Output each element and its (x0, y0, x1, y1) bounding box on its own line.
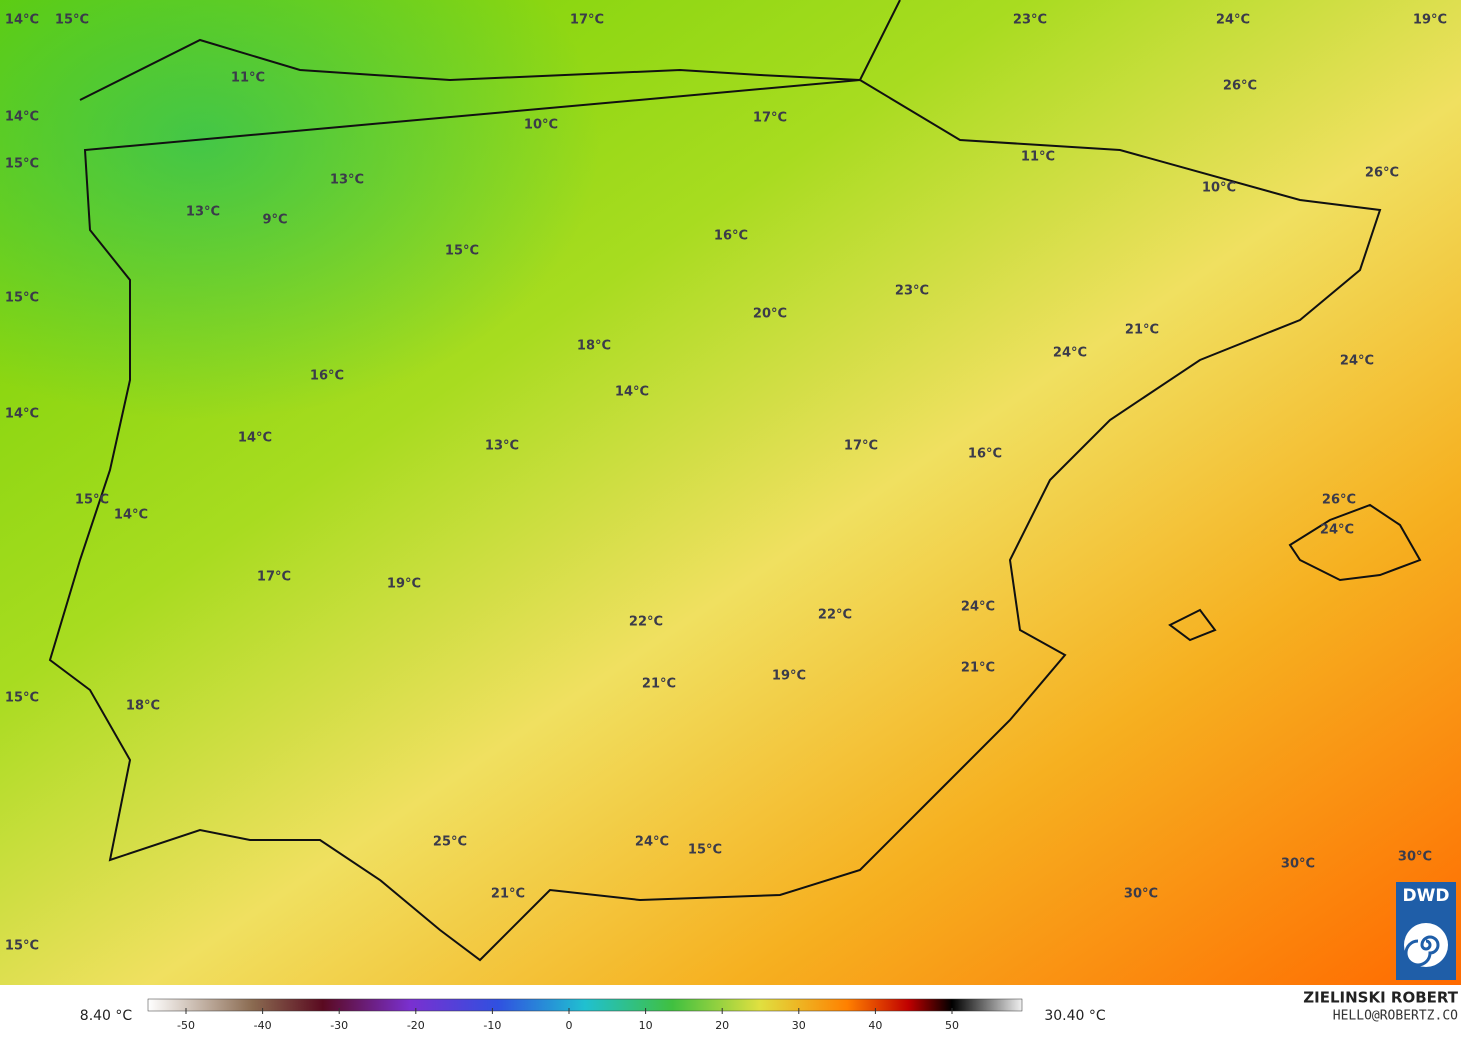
colorbar-tick-label: -10 (483, 1019, 501, 1032)
temp-label: 15°C (75, 493, 109, 508)
temp-label: 25°C (433, 835, 467, 850)
colorbar-tick-label: -50 (177, 1019, 195, 1032)
coastline (48, 0, 1382, 962)
temp-label: 13°C (330, 173, 364, 188)
colorbar-tick-label: 0 (566, 1019, 573, 1032)
colorbar-tick-label: -30 (330, 1019, 348, 1032)
temp-label: 19°C (387, 577, 421, 592)
colorbar (147, 998, 1023, 1012)
temp-label: 14°C (5, 13, 39, 28)
temp-label: 30°C (1398, 850, 1432, 865)
temp-label: 24°C (1216, 13, 1250, 28)
cool-zone (0, 0, 1000, 700)
temp-label: 24°C (961, 600, 995, 615)
temp-label: 22°C (629, 615, 663, 630)
temp-label: 21°C (491, 887, 525, 902)
colorbar-tick-label: 20 (715, 1019, 729, 1032)
logo-swirl (1404, 935, 1440, 967)
temp-label: 19°C (1413, 13, 1447, 28)
colorbar-tick-label: -20 (407, 1019, 425, 1032)
temp-label: 21°C (961, 661, 995, 676)
temp-label: 24°C (1340, 354, 1374, 369)
temp-label: 9°C (262, 213, 287, 228)
temp-label: 13°C (186, 205, 220, 220)
temp-label: 15°C (445, 244, 479, 259)
temp-label: 22°C (818, 608, 852, 623)
credit-contact: HELLO@ROBERTZ.CO (1333, 1009, 1458, 1024)
temp-label: 15°C (5, 691, 39, 706)
temp-label: 15°C (5, 157, 39, 172)
colorbar-tick-label: 50 (945, 1019, 959, 1032)
temp-label: 15°C (688, 843, 722, 858)
temp-label: 16°C (310, 369, 344, 384)
temp-label: 14°C (615, 385, 649, 400)
logo: DWD (1403, 886, 1450, 906)
credit-author: ZIELINSKI ROBERT (1303, 989, 1458, 1007)
temp-label: 21°C (642, 677, 676, 692)
temp-label: 14°C (5, 110, 39, 125)
temp-label: 18°C (126, 699, 160, 714)
temp-label: 11°C (231, 71, 265, 86)
temp-label: 17°C (844, 439, 878, 454)
colorbar-tick-label: 30 (792, 1019, 806, 1032)
temp-label: 15°C (55, 13, 89, 28)
temp-label: 14°C (238, 431, 272, 446)
logo-icon (1404, 923, 1448, 967)
temp-label: 15°C (5, 939, 39, 954)
temp-label: 14°C (5, 407, 39, 422)
temp-label: 17°C (257, 570, 291, 585)
temp-label: 24°C (1053, 346, 1087, 361)
temp-label: 17°C (753, 111, 787, 126)
temp-label: 17°C (570, 13, 604, 28)
colorbar-min: 8.40 °C (80, 1008, 133, 1024)
temp-label: 16°C (968, 447, 1002, 462)
temp-label: 16°C (714, 229, 748, 244)
temp-label: 26°C (1322, 493, 1356, 508)
temp-label: 15°C (5, 291, 39, 306)
temp-label: 14°C (114, 508, 148, 523)
temp-label: 19°C (772, 669, 806, 684)
temp-label: 21°C (1125, 323, 1159, 338)
temp-label: 30°C (1124, 887, 1158, 902)
temp-label: 26°C (1223, 79, 1257, 94)
temp-label: 24°C (635, 835, 669, 850)
islands (1168, 503, 1422, 642)
temp-label: 30°C (1281, 857, 1315, 872)
colorbar-tick-label: 10 (639, 1019, 653, 1032)
temp-label: 23°C (1013, 13, 1047, 28)
temp-label: 23°C (895, 284, 929, 299)
temp-label: 18°C (577, 339, 611, 354)
temp-label: 24°C (1320, 523, 1354, 538)
temp-label: 13°C (485, 439, 519, 454)
temp-label: 10°C (1202, 181, 1236, 196)
colorbar-max: 30.40 °C (1044, 1008, 1106, 1024)
temp-label: 11°C (1021, 150, 1055, 165)
colorbar-tick-label: -40 (254, 1019, 272, 1032)
temp-label: 20°C (753, 307, 787, 322)
temp-label: 10°C (524, 118, 558, 133)
colorbar-tick-label: 40 (868, 1019, 882, 1032)
temp-label: 26°C (1365, 166, 1399, 181)
